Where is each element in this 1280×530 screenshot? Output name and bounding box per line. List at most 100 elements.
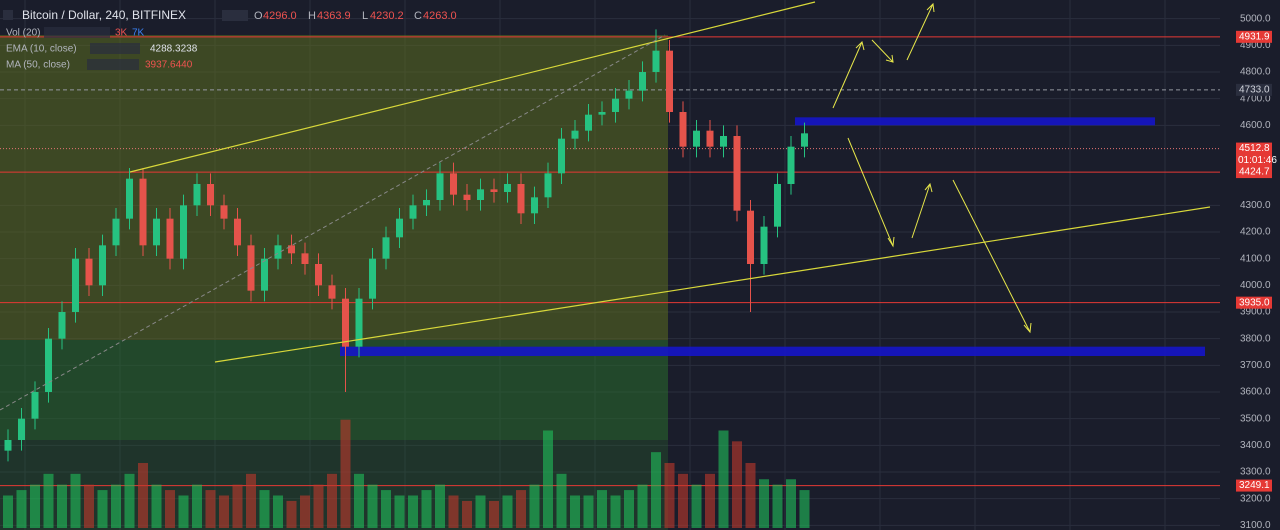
candle-body: [598, 112, 606, 115]
volume-bar: [300, 495, 310, 528]
candle-body: [639, 72, 646, 91]
indicator-name: Vol (20): [6, 28, 40, 39]
volume-bar: [570, 495, 580, 528]
y-tick-label: 3200.0: [1240, 493, 1271, 504]
y-tick-label: 4800.0: [1240, 67, 1271, 78]
candle-body: [531, 197, 538, 214]
candle-body: [720, 136, 727, 147]
volume-bar: [745, 463, 756, 528]
volume-bar: [732, 441, 742, 528]
candle-body: [261, 258, 268, 291]
candle-body: [490, 189, 498, 192]
candle-body: [112, 218, 120, 246]
icons: [222, 10, 248, 21]
candle-body: [139, 178, 147, 246]
price-tag: [1236, 166, 1272, 179]
volume-bar: [759, 479, 769, 528]
ohlc-label: O: [254, 10, 263, 22]
candle-body: [369, 258, 376, 299]
candle-body: [193, 184, 201, 206]
ohlc-value: 4263.0: [423, 10, 457, 22]
indicator-name: EMA (10, close): [6, 44, 77, 55]
volume-bar: [43, 473, 54, 528]
price-tag: [1236, 30, 1272, 43]
price-tag-label: 3249.1: [1239, 480, 1270, 491]
candle-body: [342, 298, 349, 347]
candle-body: [450, 173, 457, 195]
volume-bar: [124, 473, 135, 528]
candle-body: [180, 205, 187, 259]
zone: [340, 346, 1205, 356]
arrow-head: [926, 2, 935, 13]
indicator-name: MA (50, close): [6, 60, 70, 71]
candle-body: [409, 205, 417, 219]
volume-bar: [178, 495, 189, 528]
arrow: [871, 39, 894, 63]
volume-bar: [57, 484, 67, 528]
volume-bar: [3, 495, 13, 528]
candle-body: [625, 90, 633, 99]
volume-bar: [381, 490, 391, 528]
y-tick-label: 3300.0: [1240, 467, 1271, 478]
candle-body: [85, 258, 93, 286]
volume-bar: [772, 484, 783, 528]
y-tick-label: 3900.0: [1240, 307, 1271, 318]
candle-body: [207, 184, 214, 206]
candle-body: [355, 298, 363, 347]
price-axis-labels: 5000.0 4900.0 4800.0 4700.0 4600.0 4300.0 4200…: [1240, 13, 1271, 530]
volume-bar: [354, 473, 364, 528]
volume-bar: [624, 490, 634, 528]
candle-body: [733, 136, 741, 211]
candle-body: [544, 173, 552, 198]
candle-body: [679, 112, 687, 147]
arrow: [847, 137, 894, 247]
volume-bar: [691, 484, 702, 528]
ohlc-label: C: [414, 10, 422, 22]
range-box-lower: [0, 340, 668, 440]
candle-body: [220, 205, 228, 219]
candle-body: [382, 237, 390, 259]
volume-bar: [219, 495, 229, 528]
candle-body: [423, 200, 430, 206]
price-tag-label: 4512.8: [1239, 143, 1270, 154]
arrow: [832, 41, 863, 109]
levels: [0, 36, 1236, 487]
volume-bar: [529, 484, 540, 528]
symbol-title: Bitcoin / Dollar, 240, BITFINEX: [22, 8, 186, 22]
candle-body: [288, 245, 295, 254]
volume-bar: [786, 479, 796, 528]
zone: [795, 117, 1155, 126]
candle-body: [504, 184, 511, 192]
volume-bar: [489, 500, 499, 528]
volume-bar: [516, 490, 526, 528]
indicator-value: 4288.3238: [150, 44, 198, 55]
volume-bar: [408, 495, 418, 528]
icons: [44, 27, 110, 38]
y-tick-label: 4200.0: [1240, 227, 1271, 238]
y-tick-label: 4700.0: [1240, 93, 1271, 104]
arrow-head: [887, 236, 895, 248]
indicator-value: 7K: [132, 28, 145, 39]
arrow-head: [924, 182, 933, 193]
price-tag: [1236, 296, 1272, 309]
y-tick-label: 3800.0: [1240, 333, 1271, 344]
price-tag-label: 4931.9: [1239, 31, 1270, 42]
arrow: [952, 179, 1031, 333]
price-tag-label: 3935.0: [1239, 297, 1270, 308]
candle-body: [571, 130, 579, 139]
y-tick-label: 5000.0: [1240, 13, 1271, 24]
volume-bar: [192, 484, 202, 528]
volume-bar: [678, 473, 688, 528]
volume-bar: [313, 484, 324, 528]
candle-body: [612, 98, 619, 112]
arrow-head: [885, 54, 894, 63]
candle-body: [706, 130, 714, 147]
volume-bar: [70, 473, 81, 528]
candle-body: [99, 245, 106, 286]
icon: [3, 10, 13, 20]
price-tag-label: 4733.0: [1239, 85, 1270, 96]
volume-bar: [97, 490, 108, 528]
volume-bar: [327, 473, 337, 528]
dashed-trend: [0, 34, 666, 411]
